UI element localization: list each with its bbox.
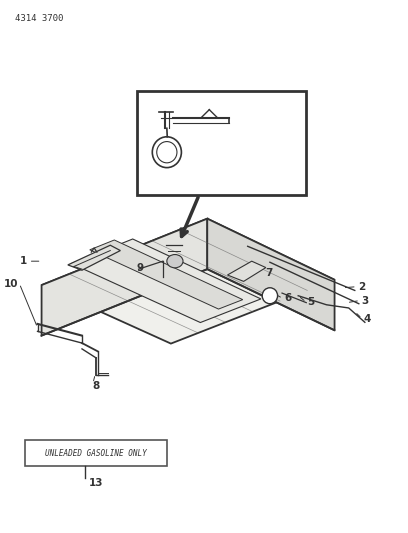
Text: 9: 9 [137, 263, 144, 272]
Ellipse shape [167, 255, 183, 268]
Bar [25, 440, 167, 466]
Ellipse shape [262, 288, 277, 304]
Polygon shape [68, 245, 120, 270]
Polygon shape [71, 239, 261, 322]
Polygon shape [42, 219, 335, 344]
Ellipse shape [152, 137, 182, 167]
Polygon shape [207, 219, 335, 330]
Text: 12: 12 [193, 180, 208, 189]
Text: 10: 10 [4, 279, 18, 288]
Text: 4: 4 [364, 313, 371, 324]
Text: 3: 3 [361, 295, 368, 305]
Text: 11: 11 [153, 99, 167, 109]
Text: 2: 2 [358, 282, 365, 292]
Text: UNLEADED GASOLINE ONLY: UNLEADED GASOLINE ONLY [45, 449, 147, 458]
Bar [137, 91, 306, 195]
Polygon shape [90, 240, 243, 309]
Text: 7: 7 [265, 268, 273, 278]
Text: 1: 1 [20, 256, 27, 266]
Text: 8: 8 [92, 381, 99, 391]
Text: 6: 6 [284, 293, 291, 303]
Polygon shape [228, 261, 266, 281]
Text: 13: 13 [89, 479, 103, 488]
Text: 4314 3700: 4314 3700 [16, 14, 64, 23]
Text: 5: 5 [308, 297, 315, 307]
Polygon shape [42, 219, 207, 336]
Ellipse shape [157, 142, 177, 163]
Text: 10: 10 [246, 123, 260, 133]
